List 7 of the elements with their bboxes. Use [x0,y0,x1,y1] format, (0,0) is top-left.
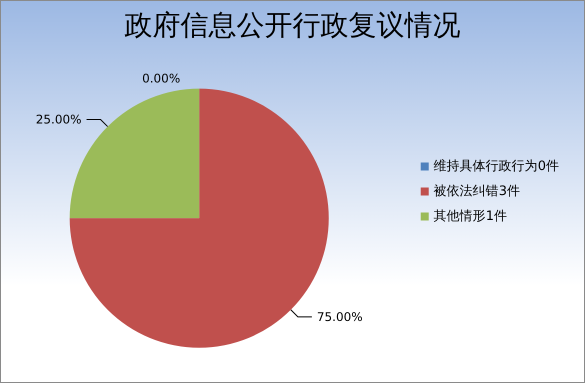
text: 0.00% [142,72,180,86]
data-label: 75.00% [316,310,363,324]
legend-label: 被依法纠错3件 [434,184,520,199]
legend-label: 其他情形1件 [434,209,508,224]
data-label: 25.00% [36,112,82,126]
chart-title: 政府信息公开行政复议情况 [124,10,460,42]
legend-label: 维持具体行政行为0件 [434,159,560,174]
